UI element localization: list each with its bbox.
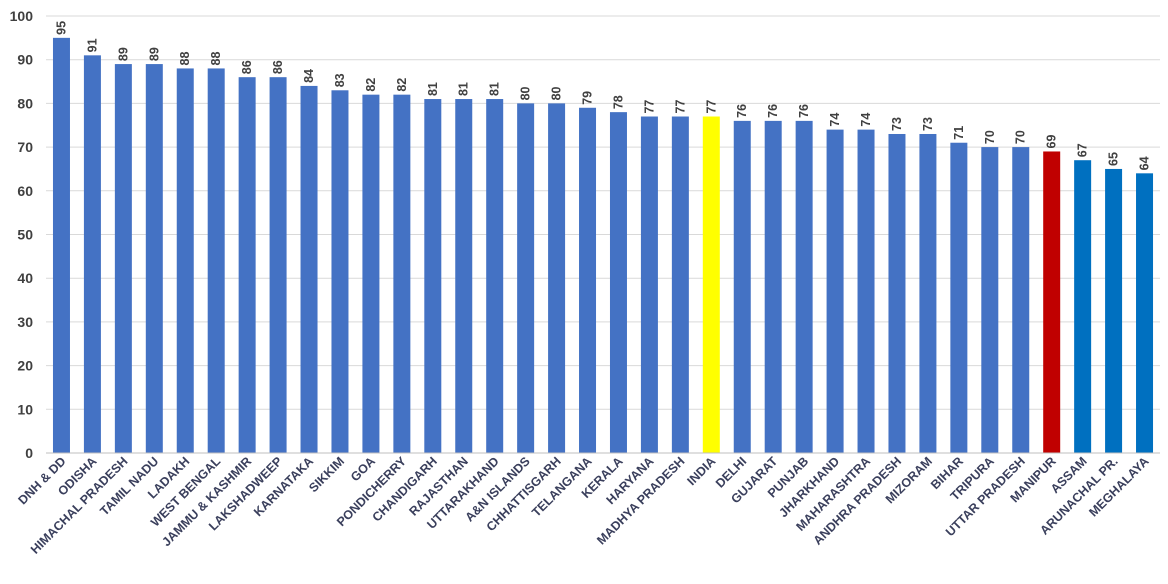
bar [393, 94, 411, 453]
bar [1012, 147, 1030, 453]
bar [1043, 151, 1061, 453]
data-label: 80 [519, 86, 533, 100]
data-label: 79 [581, 91, 595, 105]
data-label: 89 [147, 47, 161, 61]
y-tick-label: 40 [17, 270, 33, 286]
bar [114, 64, 132, 453]
bar [1074, 160, 1092, 453]
x-tick-label: SIKKIM [306, 454, 347, 495]
bar [609, 112, 627, 453]
data-label: 76 [797, 104, 811, 118]
bar [981, 147, 999, 453]
data-label: 77 [642, 100, 656, 114]
data-label: 70 [983, 130, 997, 144]
data-label: 76 [766, 104, 780, 118]
data-label: 70 [1014, 130, 1028, 144]
data-label: 65 [1107, 152, 1121, 166]
y-tick-label: 60 [17, 183, 33, 199]
bar [207, 68, 225, 453]
bar [176, 68, 194, 453]
bar [455, 99, 473, 453]
data-label: 95 [54, 21, 68, 35]
y-tick-label: 50 [17, 227, 33, 243]
bar [83, 55, 101, 454]
data-label: 69 [1045, 135, 1059, 149]
bar [238, 77, 256, 454]
data-label: 74 [859, 113, 873, 127]
bar [795, 120, 813, 453]
data-label: 83 [333, 73, 347, 87]
data-label: 78 [611, 95, 625, 109]
data-label: 88 [209, 51, 223, 65]
bar [579, 107, 597, 454]
y-tick-label: 90 [17, 52, 33, 68]
data-label: 73 [890, 117, 904, 131]
bar [888, 133, 906, 454]
data-label: 88 [178, 51, 192, 65]
bar [857, 129, 875, 453]
y-tick-label: 30 [17, 314, 33, 330]
x-tick-label: DNH & DD [15, 454, 68, 507]
bar [548, 103, 566, 454]
y-tick-label: 0 [25, 445, 33, 461]
data-label: 84 [302, 69, 316, 83]
bar [702, 116, 720, 453]
bar [52, 37, 70, 453]
bar [424, 99, 442, 453]
bar [640, 116, 658, 453]
data-label: 81 [488, 82, 502, 96]
bars [52, 37, 1154, 454]
data-label: 91 [85, 38, 99, 52]
bar [486, 99, 504, 453]
data-label: 82 [395, 78, 409, 92]
data-label: 89 [116, 47, 130, 61]
data-label: 73 [921, 117, 935, 131]
data-label: 64 [1138, 156, 1152, 170]
data-label: 81 [426, 82, 440, 96]
bar [733, 120, 751, 453]
y-tick-label: 80 [17, 95, 33, 111]
bar [269, 77, 287, 454]
bar [517, 103, 535, 454]
data-label: 86 [271, 60, 285, 74]
gridlines [46, 15, 1160, 410]
data-label: 81 [457, 82, 471, 96]
bar [300, 85, 318, 454]
data-label: 82 [364, 78, 378, 92]
data-label: 71 [952, 126, 966, 140]
bar [1136, 173, 1154, 453]
bar [145, 64, 163, 453]
data-label: 86 [240, 60, 254, 74]
data-label: 74 [828, 113, 842, 127]
y-tick-label: 70 [17, 139, 33, 155]
data-labels: 95 91 89 89 88 88 86 86 84 83 82 82 81 81 81 80 80 79 78 77… [54, 21, 1151, 170]
data-label: 76 [735, 104, 749, 118]
y-tick-label: 20 [17, 358, 33, 374]
y-tick-label: 100 [10, 8, 34, 24]
y-tick-label: 10 [17, 401, 33, 417]
bar [362, 94, 380, 453]
bar [826, 129, 844, 453]
data-label: 67 [1076, 143, 1090, 157]
data-label: 77 [673, 100, 687, 114]
data-label: 80 [550, 86, 564, 100]
bar [764, 120, 782, 453]
x-tick-label: INDIA [684, 454, 718, 488]
bar [331, 90, 349, 453]
bar [919, 133, 937, 454]
bar [1105, 168, 1123, 453]
data-label: 77 [704, 100, 718, 114]
y-axis: 0 10 20 30 40 50 60 70 80 90 100 [10, 8, 34, 461]
bar [671, 116, 689, 453]
bar [950, 142, 968, 454]
